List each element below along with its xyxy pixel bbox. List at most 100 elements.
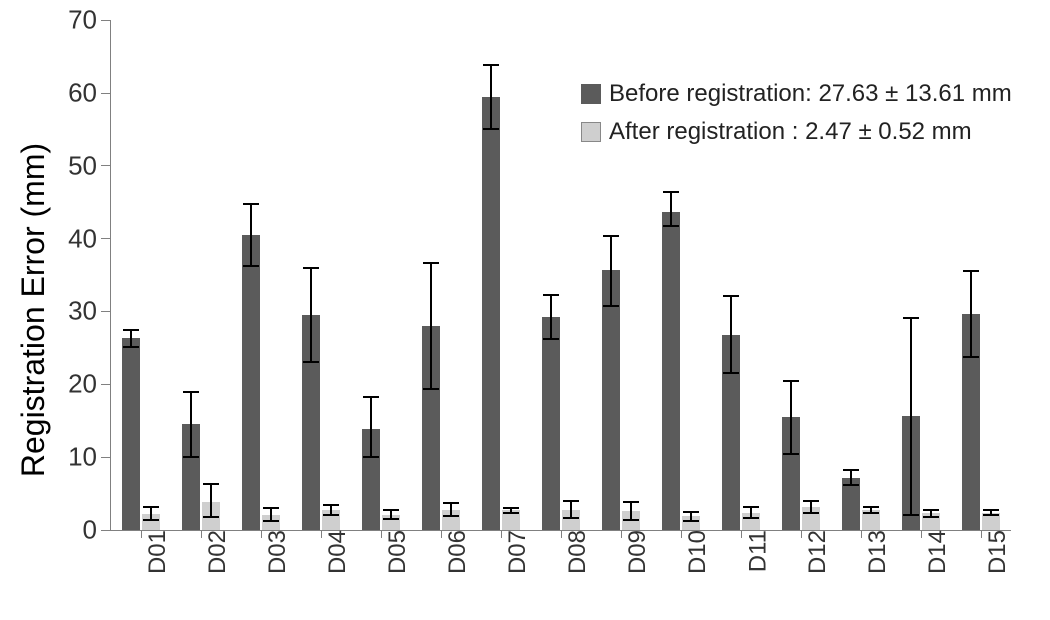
error-cap — [683, 520, 699, 522]
before-bar — [542, 317, 560, 530]
error-cap — [323, 514, 339, 516]
error-cap — [963, 356, 979, 358]
y-tick-label: 50 — [68, 150, 97, 181]
error-cap — [743, 506, 759, 508]
error-cap — [863, 506, 879, 508]
error-bar — [570, 501, 572, 518]
x-tick-label: D06 — [428, 530, 472, 574]
error-cap — [563, 500, 579, 502]
error-cap — [143, 506, 159, 508]
error-cap — [603, 305, 619, 307]
legend-row-after: After registration : 2.47 ± 0.52 mm — [581, 118, 1012, 146]
error-cap — [383, 518, 399, 520]
error-cap — [243, 265, 259, 267]
y-axis-label: Registration Error (mm) — [15, 143, 52, 477]
error-cap — [203, 483, 219, 485]
error-bar — [610, 236, 612, 306]
error-cap — [843, 484, 859, 486]
error-bar — [190, 392, 192, 458]
error-cap — [323, 504, 339, 506]
error-bar — [970, 271, 972, 357]
error-cap — [683, 511, 699, 513]
x-tick-label: D01 — [128, 530, 172, 574]
error-cap — [923, 509, 939, 511]
before-bar — [122, 338, 140, 530]
error-cap — [623, 501, 639, 503]
registration-error-chart: Registration Error (mm) Before registrat… — [0, 0, 1050, 620]
error-cap — [783, 380, 799, 382]
error-cap — [563, 517, 579, 519]
y-tick — [101, 311, 111, 312]
error-cap — [123, 329, 139, 331]
x-tick-label: D08 — [548, 530, 592, 574]
legend-label: After registration : 2.47 ± 0.52 mm — [609, 118, 972, 146]
error-cap — [803, 500, 819, 502]
error-cap — [903, 514, 919, 516]
error-bar — [910, 318, 912, 515]
before-bar — [602, 270, 620, 530]
error-bar — [130, 330, 132, 347]
error-cap — [203, 516, 219, 518]
error-cap — [143, 519, 159, 521]
x-tick-label: D10 — [668, 530, 712, 574]
error-cap — [783, 453, 799, 455]
y-tick-label: 20 — [68, 369, 97, 400]
legend: Before registration: 27.63 ± 13.61 mm Aft… — [581, 80, 1012, 156]
error-cap — [363, 396, 379, 398]
error-cap — [423, 388, 439, 390]
error-cap — [183, 456, 199, 458]
error-cap — [243, 203, 259, 205]
x-tick-label: D14 — [908, 530, 952, 574]
y-tick-label: 0 — [83, 515, 97, 546]
error-cap — [543, 338, 559, 340]
x-tick-label: D12 — [788, 530, 832, 574]
y-tick — [101, 238, 111, 239]
error-cap — [123, 346, 139, 348]
error-cap — [363, 456, 379, 458]
error-cap — [663, 191, 679, 193]
error-cap — [723, 372, 739, 374]
error-cap — [843, 469, 859, 471]
error-cap — [723, 295, 739, 297]
error-cap — [803, 512, 819, 514]
y-tick — [101, 165, 111, 166]
error-cap — [443, 515, 459, 517]
error-cap — [383, 509, 399, 511]
before-bar — [662, 212, 680, 530]
error-bar — [430, 263, 432, 390]
error-bar — [730, 296, 732, 373]
legend-swatch-icon — [581, 122, 601, 142]
error-bar — [490, 65, 492, 129]
error-cap — [623, 519, 639, 521]
y-tick-label: 30 — [68, 296, 97, 327]
error-bar — [790, 381, 792, 454]
x-tick-label: D13 — [848, 530, 892, 574]
x-tick-label: D15 — [968, 530, 1012, 574]
error-cap — [603, 235, 619, 237]
y-tick-label: 70 — [68, 5, 97, 36]
error-cap — [903, 317, 919, 319]
x-tick-label: D07 — [488, 530, 532, 574]
legend-swatch-icon — [581, 84, 601, 104]
error-bar — [370, 397, 372, 457]
error-cap — [663, 225, 679, 227]
x-tick-label: D11 — [728, 530, 772, 572]
error-cap — [503, 507, 519, 509]
legend-row-before: Before registration: 27.63 ± 13.61 mm — [581, 80, 1012, 108]
error-bar — [210, 484, 212, 517]
y-tick — [101, 457, 111, 458]
error-cap — [263, 507, 279, 509]
y-tick — [101, 20, 111, 21]
error-bar — [670, 192, 672, 226]
error-cap — [503, 512, 519, 514]
x-tick-label: D02 — [188, 530, 232, 574]
error-cap — [443, 502, 459, 504]
error-bar — [310, 268, 312, 363]
error-cap — [743, 517, 759, 519]
error-bar — [630, 502, 632, 519]
error-bar — [250, 204, 252, 267]
error-cap — [923, 516, 939, 518]
y-tick — [101, 384, 111, 385]
x-tick-label: D03 — [248, 530, 292, 574]
error-cap — [483, 64, 499, 66]
